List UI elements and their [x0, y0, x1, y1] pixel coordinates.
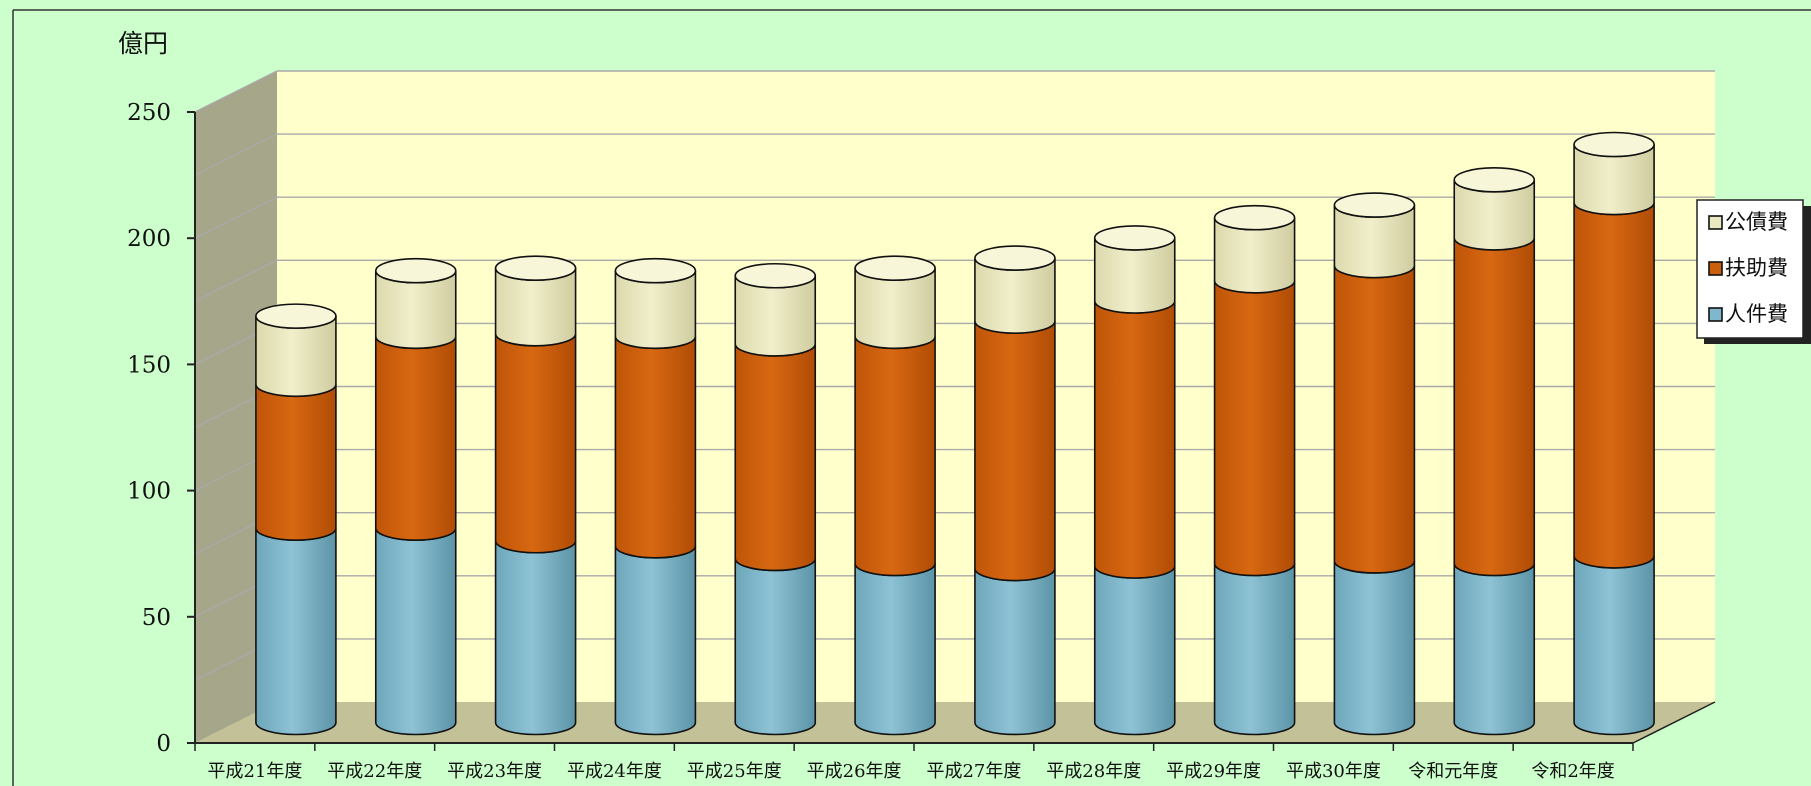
bar-segment: [1093, 565, 1176, 736]
legend-swatch: [1708, 307, 1723, 322]
bar-top-cap: [374, 257, 457, 284]
bar-stack: [255, 303, 337, 736]
bar-stack: [854, 255, 936, 736]
y-unit-label: 億円: [118, 29, 168, 58]
bar-top-cap: [974, 245, 1056, 271]
x-tick-label: 平成22年度: [327, 761, 422, 782]
gridline: [194, 196, 1715, 239]
bar-top-cap: [1333, 192, 1416, 218]
bar-segment: [1333, 560, 1416, 736]
bar-segment: [614, 545, 697, 736]
x-tick-label: 平成25年度: [687, 761, 782, 782]
bar-segment: [974, 568, 1056, 736]
x-tick-label: 令和2年度: [1531, 761, 1614, 782]
y-tick-label: 200: [127, 226, 171, 252]
bar-stack: [734, 262, 817, 736]
bar-segment: [374, 336, 457, 541]
floor-edge: [1632, 701, 1716, 744]
y-tick-label: 150: [127, 352, 171, 378]
bar-segment: [494, 333, 577, 554]
bar-segment: [1453, 237, 1536, 577]
x-tick-label: 平成28年度: [1046, 761, 1141, 782]
bar-stack: [1573, 131, 1655, 736]
bar-stack: [614, 257, 697, 736]
bar-segment: [255, 528, 337, 736]
bar-segment: [1213, 563, 1296, 736]
x-tick-label: 平成29年度: [1166, 761, 1261, 782]
x-tick-label: 令和元年度: [1408, 761, 1498, 782]
bar-top-cap: [1573, 131, 1655, 158]
bar-top-cap: [854, 255, 936, 281]
legend-swatch: [1708, 215, 1723, 230]
bar-segment: [255, 384, 337, 541]
y-tick-label: 0: [156, 731, 171, 757]
bar-stack: [494, 255, 577, 736]
bar-segment: [1213, 280, 1296, 577]
bar-stack: [374, 257, 457, 736]
y-tick-label: 50: [142, 605, 171, 631]
bar-segment: [854, 563, 936, 736]
gridline: [194, 70, 1715, 113]
bar-top-cap: [494, 255, 577, 281]
y-tick-label: 250: [127, 100, 171, 126]
bar-top-cap: [1213, 204, 1296, 231]
bar-segment: [1093, 300, 1176, 579]
x-tick-label: 平成24年度: [567, 761, 662, 782]
bar-segment: [494, 540, 577, 736]
bar-stack: [1453, 167, 1536, 736]
bar-top-cap: [255, 303, 337, 329]
x-tick-label: 平成21年度: [207, 761, 302, 782]
bar-segment: [374, 528, 457, 736]
legend-label: 公債費: [1725, 210, 1788, 234]
bar-segment: [1573, 555, 1655, 736]
bar-segment: [734, 558, 817, 736]
bar-segment: [854, 336, 936, 577]
bar-stack: [1213, 204, 1296, 736]
bar-top-cap: [734, 262, 817, 289]
x-tick-label: 平成30年度: [1286, 761, 1381, 782]
x-tick-label: 平成26年度: [807, 761, 902, 782]
y-tick-label: 100: [127, 479, 171, 505]
bar-top-cap: [614, 257, 697, 284]
bar-segment: [974, 321, 1056, 582]
x-tick-label: 平成23年度: [447, 761, 542, 782]
x-tick-label: 平成27年度: [926, 761, 1021, 782]
gridline: [194, 133, 1715, 176]
legend-swatch: [1708, 261, 1723, 276]
bar-segment: [1453, 563, 1536, 736]
bar-stack: [1333, 192, 1416, 736]
bar-stack: [974, 245, 1056, 736]
bar-top-cap: [1093, 225, 1176, 251]
chart-frame: [12, 9, 1811, 786]
bar-stack: [1093, 225, 1176, 736]
bar-segment: [1333, 265, 1416, 574]
bar-segment: [614, 336, 697, 559]
bar-segment: [734, 343, 817, 572]
legend-label: 人件費: [1725, 302, 1788, 326]
bar-segment: [1573, 202, 1655, 569]
legend-label: 扶助費: [1725, 256, 1788, 280]
bar-top-cap: [1453, 167, 1536, 193]
